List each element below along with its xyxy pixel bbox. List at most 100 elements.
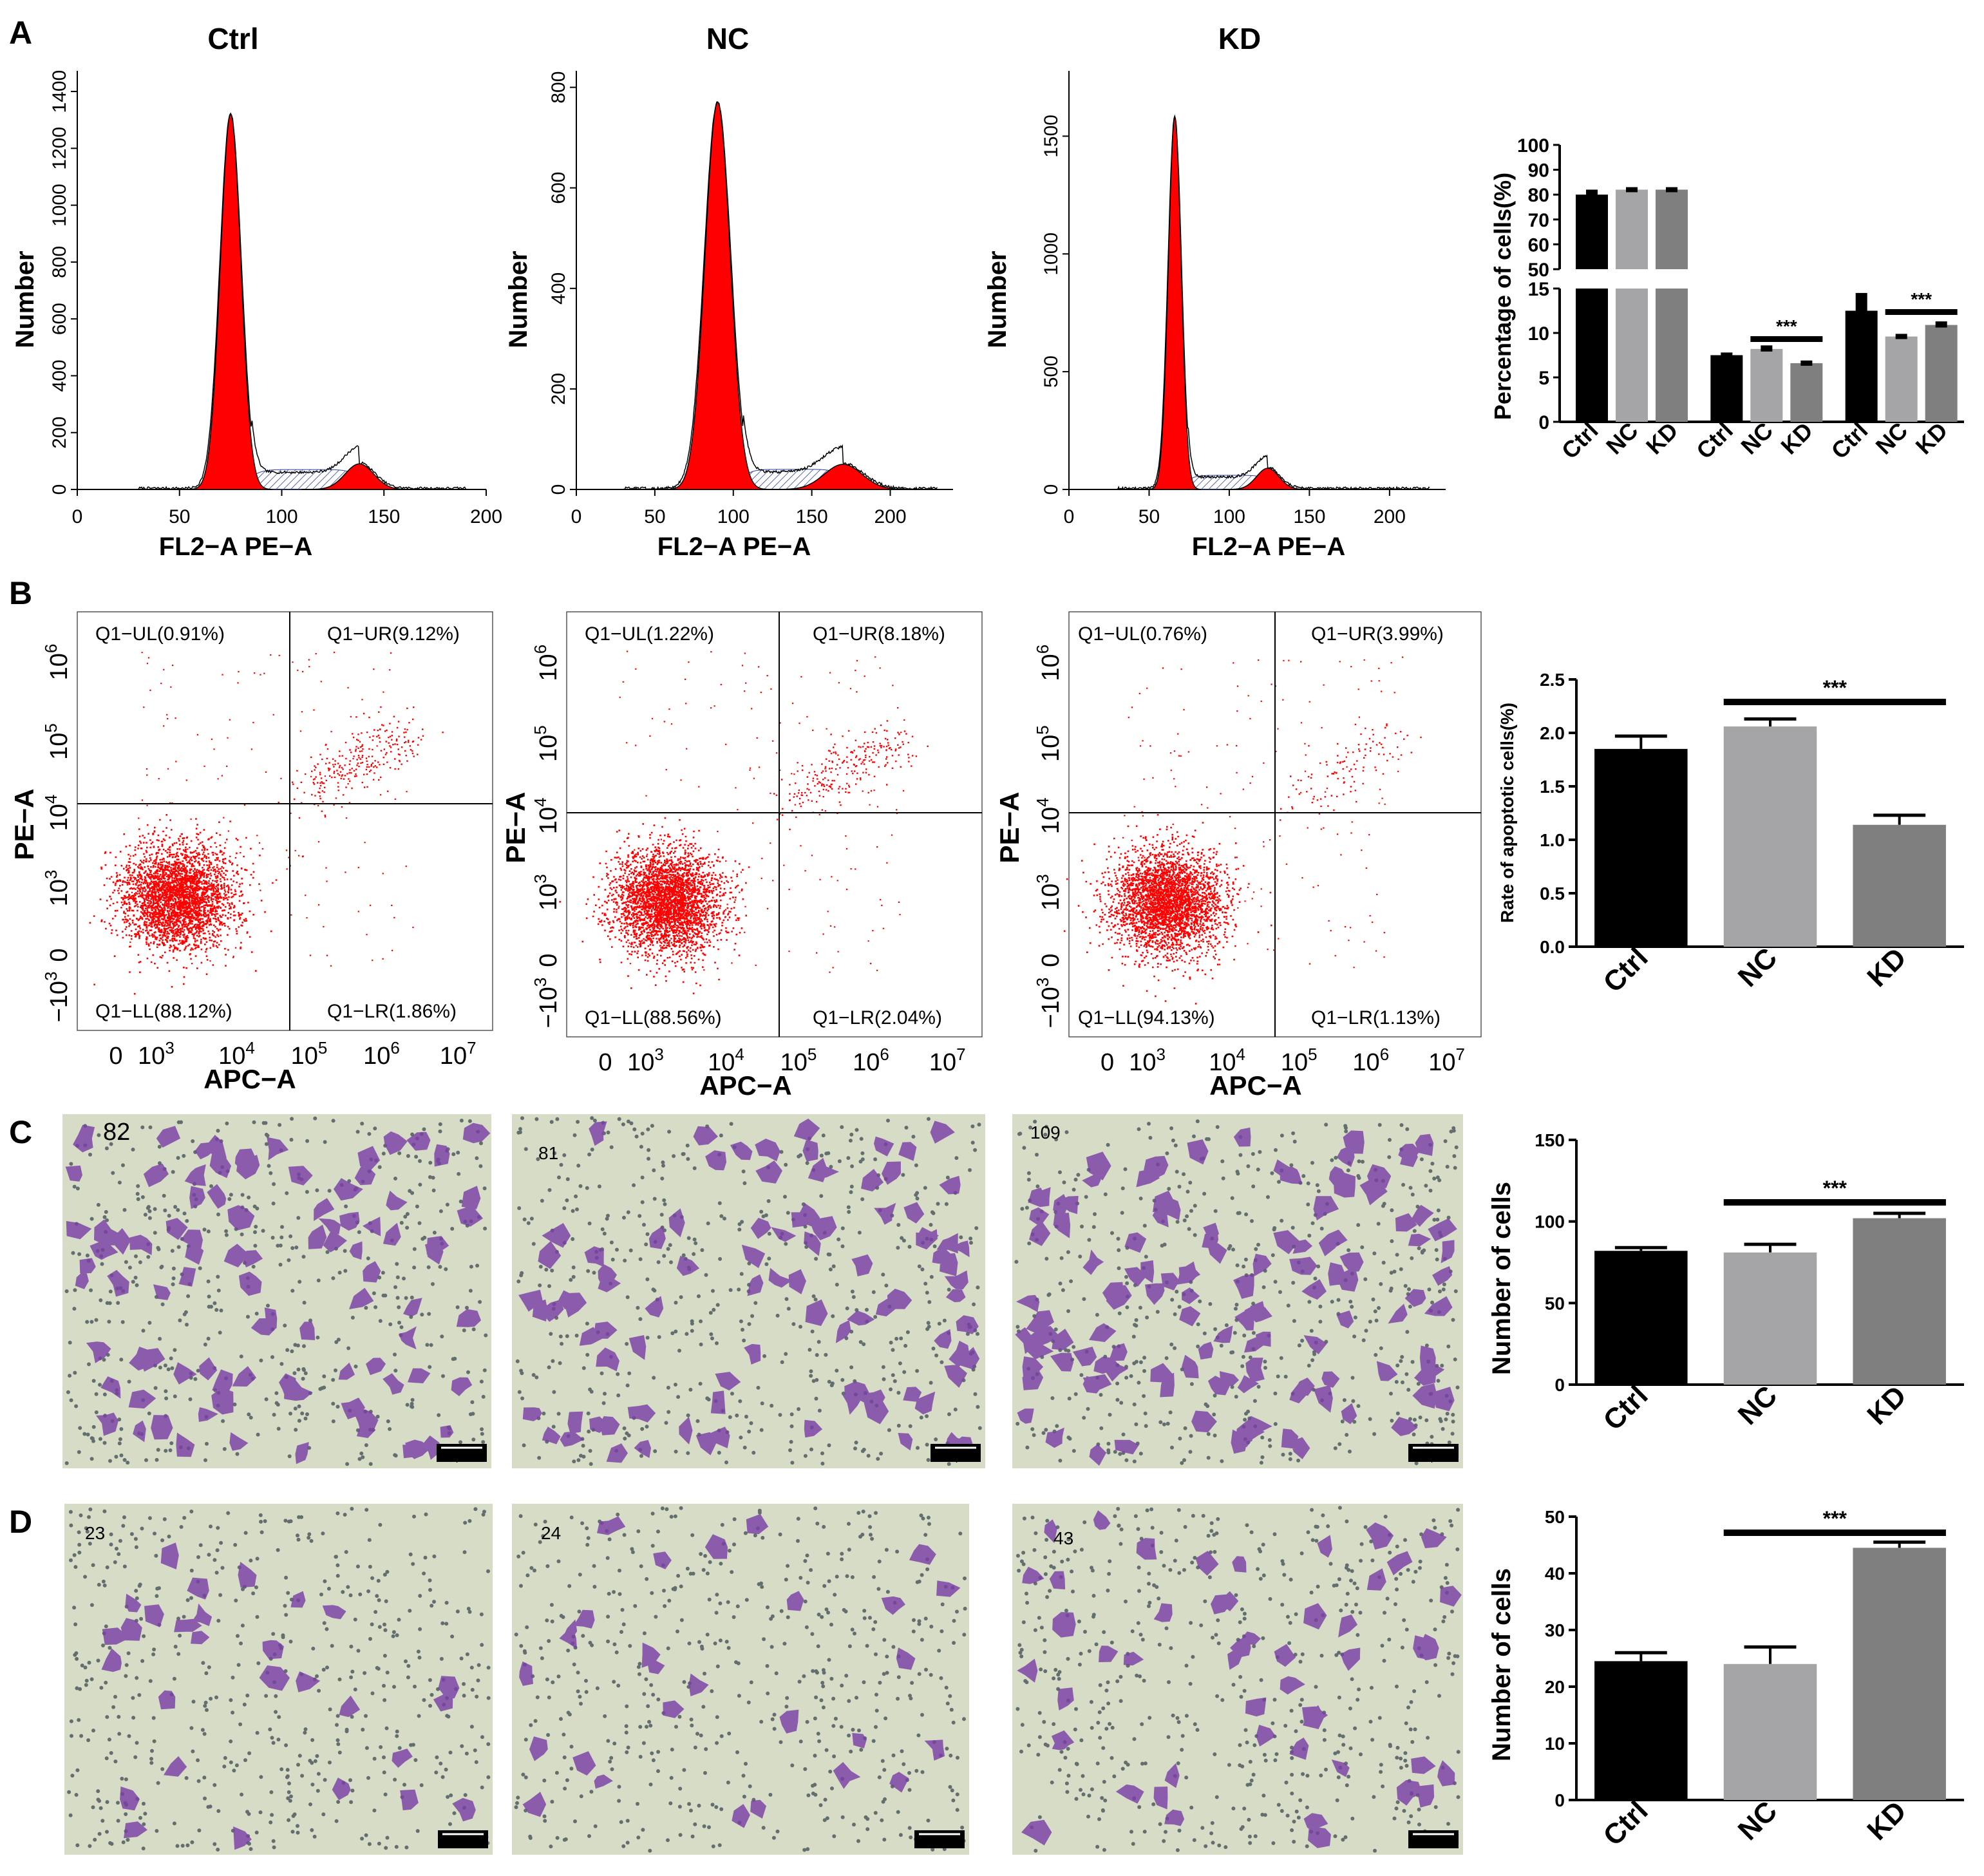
y-tick-label: 600 xyxy=(49,303,70,335)
histogram-xlabel: FL2−A PE−A xyxy=(1192,533,1346,561)
cell-cycle-bar-chart: Percentage of cells(%) 50 60 70 80 90 100 0 5 10… xyxy=(1489,135,1964,464)
panel-letter-c: C xyxy=(9,1114,32,1150)
y-tick-label: 100 xyxy=(1535,1212,1565,1232)
y-tick-label: 106 xyxy=(1033,645,1064,681)
y-tick-label: 20 xyxy=(1545,1677,1565,1697)
scale-bar-label: 10 μm xyxy=(1417,1452,1444,1463)
x-tick-label: KD xyxy=(1641,417,1683,460)
histogram-ylabel: Number xyxy=(504,251,533,348)
bar-upper-nc xyxy=(1616,189,1648,269)
y-tick-label: 15 xyxy=(1528,279,1549,300)
x-tick-label: 0 xyxy=(598,1049,612,1076)
y-tick-exponent: 5 xyxy=(41,723,61,732)
significance-label: *** xyxy=(1823,1177,1847,1200)
x-tick-label: KD xyxy=(1775,417,1818,460)
x-tick-exponent: 4 xyxy=(735,1045,744,1064)
x-tick-exponent: 7 xyxy=(467,1038,476,1057)
x-tick-label: Ctrl xyxy=(1597,942,1654,998)
y-tick-label: 40 xyxy=(1545,1564,1565,1584)
cell-count-label: 81 xyxy=(538,1143,558,1163)
quadrant-ul-label: Q1−UL(0.76%) xyxy=(1078,623,1207,645)
cell-count-label: 24 xyxy=(541,1523,561,1543)
y-tick-exponent: 3 xyxy=(1033,874,1052,883)
error-cap xyxy=(1626,187,1638,193)
histogram-outline xyxy=(1117,114,1430,491)
histogram-title: NC xyxy=(706,22,749,55)
histogram-title: KD xyxy=(1218,22,1261,55)
x-tick-exponent: 7 xyxy=(1456,1045,1465,1064)
x-tick-label: NC xyxy=(1732,942,1784,993)
significance-label: *** xyxy=(1776,316,1797,336)
x-tick-label: 107 xyxy=(1428,1045,1465,1076)
y-tick-label: 105 xyxy=(531,725,562,762)
error-cap xyxy=(1895,334,1907,339)
x-tick-label: 105 xyxy=(780,1045,817,1076)
histogram-outline xyxy=(138,112,466,491)
bar-kd xyxy=(1853,1218,1946,1385)
chart-ylabel: Rate of apoptotic cells(%) xyxy=(1497,703,1517,923)
quadrant-ur-label: Q1−UR(3.99%) xyxy=(1311,623,1444,645)
y-tick-exponent: 3 xyxy=(531,978,550,987)
y-tick-exponent: 3 xyxy=(531,874,550,883)
quadrant-lr-label: Q1−LR(1.86%) xyxy=(327,1001,457,1022)
y-tick-label: 200 xyxy=(49,417,70,449)
y-tick-exponent: 4 xyxy=(531,797,550,806)
x-tick-label: 100 xyxy=(1213,506,1245,527)
histogram-kd: KD Number FL2−A PE−A 0 50 100 150 200 0 500 100… xyxy=(983,22,1446,561)
x-tick-exponent: 5 xyxy=(808,1045,817,1064)
x-tick-exponent: 6 xyxy=(880,1045,889,1064)
membrane-pores xyxy=(1014,1119,1460,1466)
bar-ctrl xyxy=(1594,1661,1688,1800)
y-tick-label: 400 xyxy=(548,272,569,305)
x-tick-label: NC xyxy=(1732,1795,1784,1846)
bar-ctrl xyxy=(1845,310,1878,422)
x-tick-label: Ctrl xyxy=(1691,417,1738,464)
plot-frame xyxy=(77,611,493,1031)
quadrant-lr-label: Q1−LR(1.13%) xyxy=(1311,1007,1441,1028)
y-tick-label: 1400 xyxy=(49,70,70,113)
scatter-points xyxy=(559,650,929,994)
x-tick-label: 50 xyxy=(1138,506,1160,527)
y-tick-label: 800 xyxy=(548,71,569,104)
x-tick-label: 0 xyxy=(72,506,83,527)
flow-scatter-kd: Q1−UL(0.76%) Q1−UR(3.99%) Q1−LL(94.13%) … xyxy=(994,611,1482,1101)
x-tick-exponent: 6 xyxy=(1380,1045,1389,1064)
y-tick-exponent: 5 xyxy=(1033,725,1052,734)
histogram-ylabel: Number xyxy=(11,251,39,348)
y-tick-exponent: 5 xyxy=(531,725,550,734)
quadrant-lr-label: Q1−LR(2.04%) xyxy=(813,1007,942,1028)
x-tick-label: Ctrl xyxy=(1597,1379,1654,1436)
x-tick-exponent: 7 xyxy=(956,1045,965,1064)
y-tick-label: 30 xyxy=(1545,1620,1565,1640)
significance-line xyxy=(1885,309,1958,315)
cell-count-label: 82 xyxy=(103,1119,130,1146)
x-tick-exponent: 6 xyxy=(390,1038,399,1057)
y-tick-label: 90 xyxy=(1528,160,1549,182)
stained-cells xyxy=(518,1118,980,1463)
y-tick-label: 0 xyxy=(548,484,569,495)
bar-ctrl xyxy=(1594,748,1688,947)
bar-lower-nc xyxy=(1616,289,1648,422)
x-tick-label: 105 xyxy=(1281,1045,1318,1076)
x-tick-label: 105 xyxy=(291,1038,328,1070)
significance-line xyxy=(1723,699,1946,705)
scale-bar-label: 10 μm xyxy=(932,1838,959,1849)
y-tick-label: 0 xyxy=(1037,954,1064,967)
scatter-points xyxy=(89,651,444,995)
bar-upper-kd xyxy=(1656,189,1688,269)
x-tick-label: NC xyxy=(1732,1379,1784,1431)
error-cap xyxy=(1855,292,1867,314)
x-tick-label: 50 xyxy=(169,506,190,527)
significance-line xyxy=(1750,336,1823,342)
scatter-points xyxy=(1063,656,1422,1005)
x-tick-label: 150 xyxy=(368,506,400,527)
y-tick-label: 2.5 xyxy=(1540,670,1565,690)
bar-lower-kd xyxy=(1656,289,1688,422)
y-tick-exponent: 6 xyxy=(1033,645,1052,654)
bar-nc xyxy=(1750,348,1783,422)
error-cap xyxy=(1721,352,1733,358)
x-tick-exponent: 4 xyxy=(245,1038,254,1057)
scatter-ylabel: PE−A xyxy=(9,789,39,860)
y-tick-label: 0 xyxy=(1554,1375,1565,1395)
bar-ctrl xyxy=(1710,355,1743,422)
